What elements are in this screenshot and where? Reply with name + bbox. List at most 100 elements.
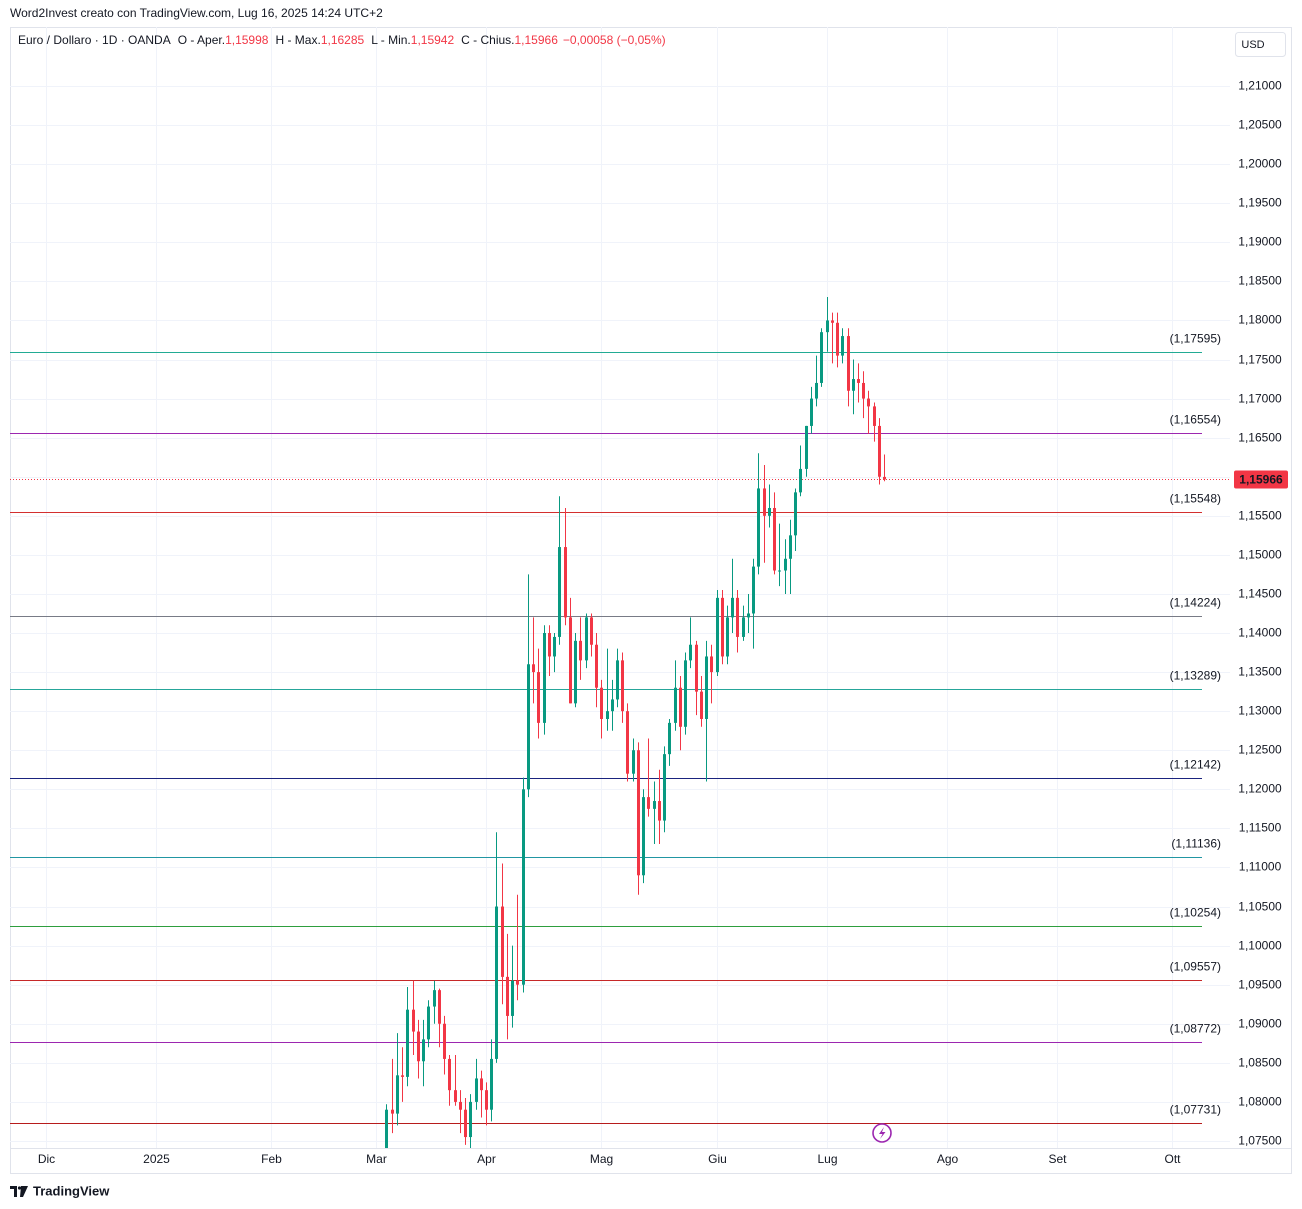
- grid: [10, 27, 1230, 1148]
- level-label: (1,08772): [1170, 1022, 1221, 1036]
- candle-body: [495, 906, 498, 1059]
- candle-body: [700, 691, 703, 719]
- candle-body: [799, 468, 802, 493]
- x-tick-label: Ago: [937, 1152, 959, 1166]
- candle-body: [406, 1009, 409, 1077]
- currency-label: USD: [1241, 39, 1264, 51]
- candle-body: [695, 644, 698, 692]
- legend-symbol: Euro / Dollaro · 1D · OANDA: [18, 33, 171, 47]
- y-tick-label: 1,11000: [1239, 860, 1282, 874]
- legend-field-label: O - Aper.: [178, 33, 225, 47]
- level-label: (1,17595): [1170, 332, 1221, 346]
- level-label: (1,09557): [1170, 960, 1221, 974]
- y-tick-label: 1,13000: [1238, 704, 1282, 718]
- candle-body: [658, 801, 661, 821]
- brand-mark: [10, 1186, 28, 1197]
- candle-body: [747, 613, 750, 618]
- candle-body: [385, 1109, 388, 1148]
- candle-body: [600, 687, 603, 719]
- candle-body: [773, 507, 776, 571]
- legend-field-label: L - Min.: [371, 33, 411, 47]
- brand-dot: [17, 1186, 22, 1190]
- x-tick-label: 2025: [143, 1152, 170, 1166]
- candle-body: [721, 597, 724, 657]
- candle-body: [459, 1101, 462, 1110]
- candle-body: [548, 633, 551, 657]
- x-tick-label: Mag: [590, 1152, 613, 1166]
- candle-body: [564, 547, 567, 618]
- legend-field-value: 1,15942: [411, 33, 455, 47]
- candle-body: [716, 597, 719, 673]
- axes: 1,07500 1,08000 1,08500 1,09000 1,09500 1,100…: [38, 79, 1288, 1166]
- candle-body: [763, 488, 766, 516]
- level-label: (1,11136): [1171, 837, 1221, 851]
- brand-name: TradingView: [33, 1183, 110, 1198]
- y-tick-label: 1,14500: [1238, 587, 1282, 601]
- candle-body: [831, 320, 834, 323]
- candle-body: [595, 644, 598, 688]
- candle-body: [632, 750, 635, 774]
- candle-body: [805, 425, 808, 469]
- x-tick-label: Giu: [708, 1152, 727, 1166]
- candle-body: [852, 379, 855, 391]
- y-tick-label: 1,12000: [1238, 782, 1282, 796]
- candle-body: [705, 656, 708, 719]
- candle-body: [867, 398, 870, 407]
- candle-body: [789, 535, 792, 559]
- candle-body: [433, 990, 436, 1007]
- candle-body: [873, 406, 876, 426]
- y-tick-label: 1,09500: [1238, 978, 1282, 992]
- candle-body: [663, 754, 666, 821]
- x-tick-label: Dic: [38, 1152, 55, 1166]
- alert-bolt: [879, 1127, 886, 1139]
- candle-body: [448, 1058, 451, 1091]
- candle-body: [841, 336, 844, 356]
- y-tick-label: 1,17000: [1238, 392, 1282, 406]
- candle-body: [668, 722, 671, 755]
- y-tick-label: 1,21000: [1238, 79, 1282, 93]
- candle-body: [878, 425, 881, 477]
- level-label: (1,10254): [1170, 906, 1221, 920]
- alert-icon[interactable]: [872, 1123, 892, 1143]
- candle-body: [742, 617, 745, 637]
- candle-body: [862, 382, 865, 399]
- chart-frame: [10, 27, 1292, 1174]
- candle-body: [689, 644, 692, 661]
- candle-body: [611, 699, 614, 712]
- legend-field-value: 1,15998: [225, 33, 269, 47]
- candle-body: [679, 687, 682, 727]
- x-tick-label: Set: [1048, 1152, 1067, 1166]
- y-tick-label: 1,20500: [1238, 118, 1282, 132]
- candle-body: [485, 1090, 488, 1110]
- level-label: (1,13289): [1170, 669, 1221, 683]
- candle-body: [396, 1075, 399, 1114]
- currency-button[interactable]: [1235, 32, 1286, 57]
- y-tick-label: 1,08500: [1238, 1056, 1282, 1070]
- candle-body: [532, 664, 535, 673]
- candle-body: [553, 636, 556, 657]
- candle-body: [647, 797, 650, 809]
- candle-body: [810, 398, 813, 426]
- legend: Euro / Dollaro · 1D · OANDA O - Aper.1,15…: [18, 33, 666, 47]
- candle-body: [412, 1009, 415, 1032]
- candle-body: [590, 617, 593, 645]
- candle-body: [506, 976, 509, 1016]
- candle-body: [606, 711, 609, 719]
- candle-body: [443, 1023, 446, 1059]
- candle-body: [757, 488, 760, 567]
- legend-field-value: 1,15966: [515, 33, 559, 47]
- candle-body: [731, 597, 734, 618]
- candle-body: [537, 672, 540, 723]
- candle-body: [427, 1006, 430, 1040]
- candle-body: [857, 379, 860, 383]
- y-tick-label: 1,10500: [1238, 900, 1282, 914]
- candle-body: [768, 507, 771, 516]
- candle-body: [674, 687, 677, 723]
- candle-body: [826, 320, 829, 333]
- x-tick-label: Ott: [1164, 1152, 1181, 1166]
- brand-logo: [10, 1186, 28, 1197]
- candle-body: [574, 640, 577, 704]
- y-tick-label: 1,11500: [1239, 821, 1282, 835]
- candle-body: [480, 1078, 483, 1091]
- candle-body: [616, 660, 619, 700]
